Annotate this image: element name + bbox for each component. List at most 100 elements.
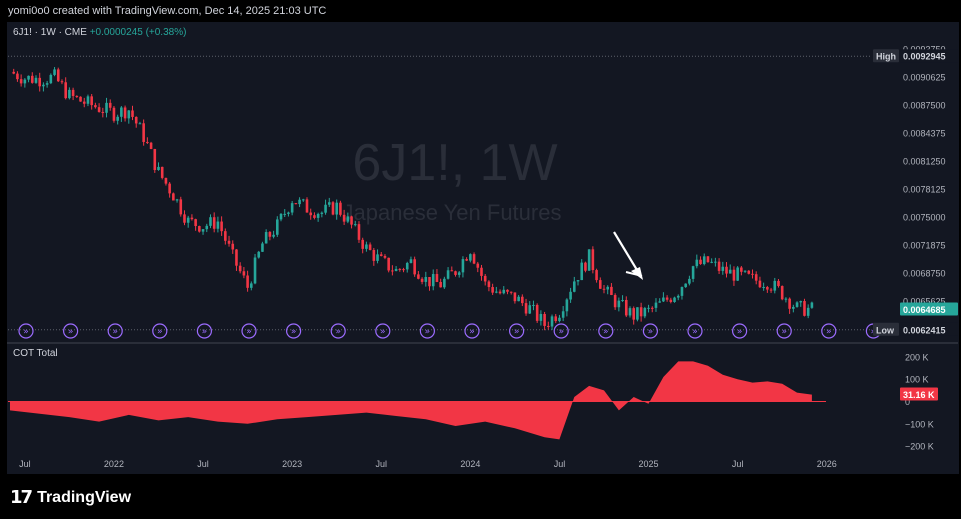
time-axis-tick: Jul [375,459,387,469]
candle-body [365,244,368,249]
cot-pane-title: COT Total [13,348,58,359]
candle-body [669,299,673,303]
candle-body [624,299,628,316]
candle-body [610,286,613,296]
time-axis-tick: 2026 [817,459,837,469]
event-marker-icon [419,323,435,339]
candle-body [714,261,717,263]
annotation-arrow [625,271,643,277]
candle-body [60,81,64,83]
candle-body [379,254,383,256]
candle-body [647,307,650,309]
candle-body [42,84,45,87]
time-axis-tick: Jul [19,459,31,469]
candle-body [279,213,283,220]
candle-body [509,291,513,293]
event-marker-icon [152,323,168,339]
candle-body [517,296,520,302]
candle-body [123,107,127,119]
watermark-ticker: 6J1!, 1W [352,134,557,192]
candle-body [443,278,446,288]
event-marker-glyph: » [23,327,29,337]
candle-body [446,270,450,279]
candle-body [431,274,435,287]
tradingview-logo[interactable]: 17 TradingView [10,487,131,508]
candle-body [361,239,364,249]
candle-body [532,304,535,306]
event-marker-icon [464,323,480,339]
candle-body [584,262,587,271]
candle-body [205,225,209,230]
candle-body [105,102,108,113]
candle-body [576,280,580,282]
candle-body [391,270,394,272]
candle-body [788,298,791,309]
candle-body [90,96,93,106]
candle-body [168,183,171,194]
event-marker-glyph: » [737,327,743,337]
cot-axis-tick: 0 [905,397,910,407]
time-axis-tick: 2024 [460,459,480,469]
candle-body [86,96,90,104]
event-marker-icon [107,323,123,339]
candle-body [606,286,610,290]
candle-body [569,291,572,300]
candle-body [79,96,82,102]
event-marker-glyph: » [781,327,787,337]
candle-body [621,299,624,301]
candle-body [34,77,38,83]
candle-body [665,297,669,300]
cot-axis-tick: −200 K [905,442,934,452]
candle-body [758,280,762,288]
candle-body [639,307,643,317]
candle-body [457,272,461,275]
candle-body [535,304,539,321]
candle-body [194,219,197,227]
candle-body [662,297,665,302]
candle-body [172,193,175,201]
candle-body [417,274,420,279]
candle-body [595,270,598,281]
last-price-label: 0.0064685 [903,305,946,315]
candle-body [717,261,721,271]
candle-body [357,224,361,240]
candle-body [220,221,223,232]
price-axis-tick: 0.0090625 [903,73,946,83]
event-marker-icon [508,323,525,339]
candle-body [777,280,780,287]
price-axis-tick: 0.0087500 [903,101,946,111]
time-axis-tick: Jul [732,459,744,469]
candle-body [301,199,305,201]
candle-body [227,240,231,244]
candle-body [506,289,509,292]
candle-body [747,270,751,274]
candle-body [23,79,27,84]
candle-body [799,301,803,303]
event-marker-icon [241,323,257,339]
candle-body [743,270,747,272]
candle-body [673,297,676,303]
annotation-arrowhead [631,267,643,280]
candle-body [721,266,725,271]
candle-body [580,262,584,281]
candle-body [116,116,119,121]
candle-body [792,306,795,309]
candle-body [587,249,591,271]
candle-body [598,280,602,289]
candle-body [702,256,706,265]
high-label-bg [873,49,899,63]
event-marker-icon [375,323,391,339]
event-marker-icon [196,323,212,339]
candle-body [435,274,439,282]
cot-last-label: 31.16 K [903,390,935,400]
price-axis-tick: 0.0068750 [903,269,946,279]
candle-body [498,291,502,294]
candle-body [19,79,23,84]
candle-body [331,202,335,215]
candle-body [153,148,157,171]
candle-body [769,289,773,291]
price-axis-tick: 0.0071875 [903,241,946,251]
candle-body [212,217,216,229]
candle-body [450,270,454,272]
